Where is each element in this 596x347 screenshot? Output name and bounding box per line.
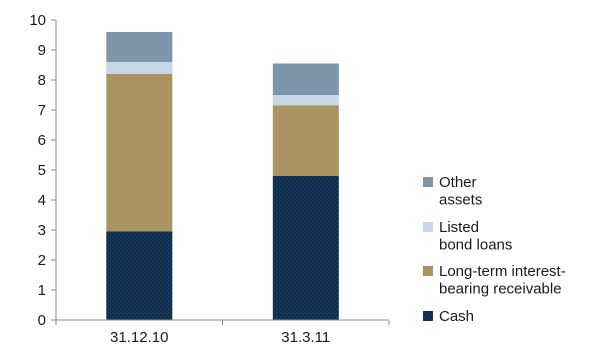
x-tick-label: 31.12.10 — [110, 329, 168, 346]
y-tick-label: 4 — [38, 192, 46, 209]
legend-swatch-texture-cash — [423, 311, 433, 321]
legend-label-long-term-interest-bearing-receivable: bearing receivable — [439, 281, 562, 298]
y-tick-label: 9 — [38, 42, 46, 59]
plot-area: 0 1 2 3 4 5 6 7 8 9 10 31.12.10 31.3.11 — [29, 12, 390, 346]
y-tick-label: 8 — [38, 72, 46, 89]
bar-texture-listed-bond-loans-2 — [272, 95, 339, 106]
legend-label-listed-bond-loans: Listed — [439, 219, 479, 236]
bar-texture-listed-bond-loans-1 — [106, 62, 173, 74]
y-tick-label: 10 — [29, 12, 46, 29]
legend-label-other-assets: assets — [439, 192, 482, 209]
y-tick-label: 7 — [38, 102, 46, 119]
y-tick-label: 5 — [38, 162, 46, 179]
legend-swatch-texture-listed-bond-loans — [423, 222, 433, 232]
bar-texture-long-term-interest-bearing-receivable-2 — [272, 105, 339, 176]
y-tick-label: 1 — [38, 282, 46, 299]
bar-texture-long-term-interest-bearing-receivable-1 — [106, 74, 173, 232]
y-tick-label: 2 — [38, 252, 46, 269]
bar-texture-other-assets-2 — [272, 63, 339, 95]
legend-label-listed-bond-loans: bond loans — [439, 237, 512, 254]
legend-label-other-assets: Other — [439, 174, 477, 191]
bar-texture-cash-2 — [272, 176, 339, 320]
x-tick-label: 31.3.11 — [281, 329, 330, 346]
y-tick-label: 0 — [38, 312, 46, 329]
bar-texture-cash-1 — [106, 231, 173, 320]
y-tick-label: 3 — [38, 222, 46, 239]
legend-swatch-texture-other-assets — [423, 177, 433, 187]
legend-swatch-texture-long-term-interest-bearing-receivable — [423, 266, 433, 276]
legend-label-long-term-interest-bearing-receivable: Long-term interest- — [439, 263, 566, 280]
bar-texture-other-assets-1 — [106, 32, 173, 62]
legend-label-cash: Cash — [439, 308, 474, 325]
y-tick-label: 6 — [38, 132, 46, 149]
